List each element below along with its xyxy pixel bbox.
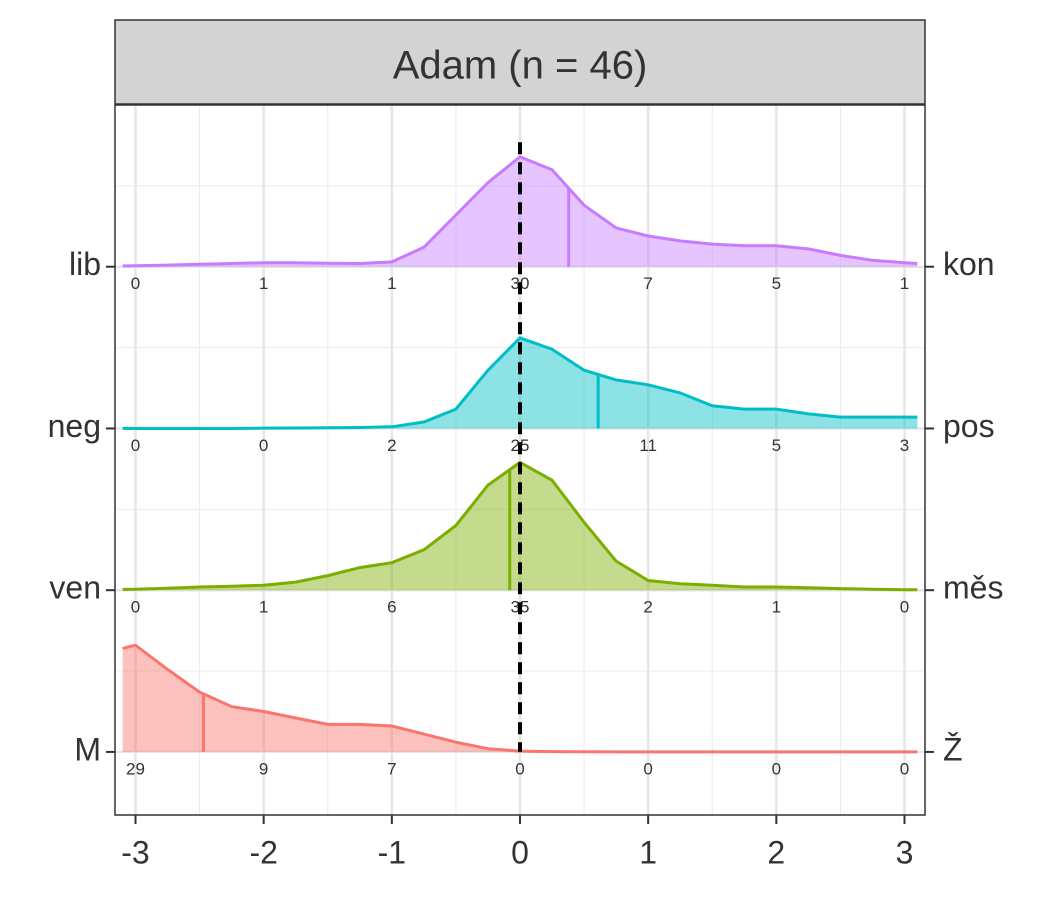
y2-tick-label: měs — [943, 570, 1003, 606]
y2-tick-label: pos — [943, 408, 995, 444]
count-label: 9 — [259, 759, 268, 778]
chart-title: Adam (n = 46) — [393, 44, 648, 88]
y-tick-label: lib — [69, 246, 101, 282]
count-label: 5 — [772, 274, 781, 293]
density-area — [122, 645, 918, 752]
y-tick-label: M — [74, 731, 101, 767]
count-label: 29 — [126, 759, 145, 778]
count-label: 2 — [387, 436, 396, 455]
count-label: 0 — [131, 274, 140, 293]
x-tick-label: 0 — [511, 834, 529, 870]
density-line — [122, 336, 918, 430]
count-label: 0 — [772, 759, 781, 778]
x-tick-label: 3 — [896, 834, 914, 870]
x-tick-label: -3 — [121, 834, 149, 870]
count-label: 11 — [639, 436, 657, 455]
count-label: 1 — [387, 274, 396, 293]
count-label: 0 — [643, 759, 652, 778]
count-label: 0 — [131, 598, 140, 617]
strip — [114, 19, 926, 105]
count-label: 0 — [259, 436, 268, 455]
x-tick-label: 1 — [639, 834, 657, 870]
count-label: 1 — [900, 274, 909, 293]
count-label: 0 — [515, 759, 524, 778]
count-label: 7 — [643, 274, 652, 293]
count-label: 0 — [900, 759, 909, 778]
count-label: 1 — [772, 598, 781, 617]
count-label: 3 — [900, 436, 909, 455]
count-label: 2 — [643, 598, 652, 617]
x-tick-label: -1 — [378, 834, 406, 870]
x-tick-label: 2 — [767, 834, 785, 870]
count-label: 6 — [387, 598, 396, 617]
y-tick-label: neg — [48, 408, 101, 444]
count-label: 1 — [259, 598, 268, 617]
marks: 011307510022511530163521029970000 — [122, 142, 918, 778]
count-label: 0 — [131, 436, 140, 455]
x-tick-label: -2 — [249, 834, 277, 870]
grid — [115, 105, 925, 815]
y-tick-label: ven — [49, 570, 101, 606]
count-label: 0 — [900, 598, 909, 617]
count-label: 1 — [259, 274, 268, 293]
y2-tick-label: Ž — [943, 731, 963, 767]
density-line — [122, 155, 918, 268]
y2-tick-label: kon — [943, 246, 995, 282]
count-label: 7 — [387, 759, 396, 778]
count-label: 5 — [772, 436, 781, 455]
